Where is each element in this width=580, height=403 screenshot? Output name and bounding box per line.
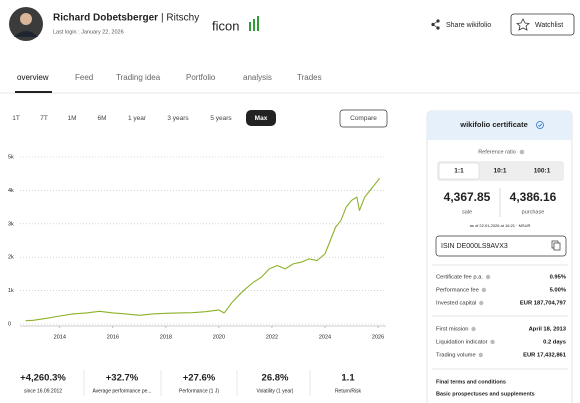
stat-value: +32.7% bbox=[106, 373, 139, 384]
performance-line bbox=[25, 177, 381, 322]
info-icon bbox=[478, 352, 483, 358]
row-value: 5.00% bbox=[550, 288, 566, 294]
range-button[interactable]: 1M bbox=[67, 115, 76, 122]
logo-bars bbox=[249, 16, 259, 31]
info-icon bbox=[481, 287, 487, 293]
tab[interactable]: Portfolio bbox=[186, 73, 216, 82]
row-label: Trading volume bbox=[436, 353, 476, 359]
range-button[interactable]: 7T bbox=[40, 115, 48, 122]
purchase-price: 4,386.16 bbox=[510, 190, 557, 204]
x-tick-label: 2018 bbox=[160, 334, 172, 340]
row-label: Certificate fee p.a. bbox=[436, 275, 483, 281]
x-tick-label: 2014 bbox=[54, 334, 66, 340]
range-button[interactable]: 3 years bbox=[167, 115, 189, 122]
tab[interactable]: analysis bbox=[243, 73, 272, 82]
watchlist-label: Watchlist bbox=[535, 22, 563, 29]
ratio-option[interactable]: 10:1 bbox=[493, 168, 506, 175]
reference-ratio-label: Reference ratio bbox=[478, 149, 516, 155]
user-nickname: | Ritschy bbox=[161, 13, 199, 24]
avatar-face bbox=[20, 13, 32, 25]
stat-label: Volatility (1 year) bbox=[257, 388, 294, 394]
verified-check bbox=[538, 123, 543, 127]
range-button[interactable]: Max bbox=[255, 115, 268, 122]
info-icon bbox=[519, 149, 525, 155]
stat-label: Performance (1 J) bbox=[179, 388, 219, 394]
ratio-selected bbox=[438, 162, 480, 180]
user-name: Richard Dobetsberger bbox=[53, 13, 158, 24]
sale-price: 4,367.85 bbox=[444, 190, 491, 204]
logo: ficon bbox=[212, 18, 239, 33]
stat-value: 26.8% bbox=[262, 373, 289, 384]
star-icon bbox=[516, 18, 530, 31]
sale-label: sale bbox=[462, 209, 472, 215]
row-label: Performance fee bbox=[436, 288, 479, 294]
y-tick-label: 0 bbox=[8, 321, 11, 327]
compare-button[interactable] bbox=[339, 109, 388, 128]
range-button[interactable]: 5 years bbox=[210, 115, 232, 122]
stat-value: +4,260.3% bbox=[20, 373, 66, 384]
x-tick-label: 2022 bbox=[266, 334, 278, 340]
tab[interactable]: Feed bbox=[75, 73, 93, 82]
y-tick-label: 2k bbox=[8, 255, 14, 261]
isin: ISIN DE000LS9AVX3 bbox=[441, 243, 508, 250]
stat-label: Return/Risk bbox=[335, 388, 362, 394]
stat-label: since 16.09.2012 bbox=[24, 388, 62, 394]
range-button[interactable]: 1 year bbox=[128, 115, 147, 122]
price-timestamp: as of 22.01.2026 at 16:21 · MSUR bbox=[470, 223, 531, 228]
y-tick-label: 5k bbox=[8, 154, 14, 160]
x-tick-label: 2026 bbox=[372, 334, 384, 340]
row-label: Invested capital bbox=[436, 301, 476, 307]
isin-box[interactable] bbox=[435, 235, 567, 257]
x-tick-label: 2024 bbox=[319, 334, 331, 340]
share-icon bbox=[431, 19, 440, 30]
purchase-label: purchase bbox=[522, 209, 545, 215]
y-tick-label: 4k bbox=[8, 188, 14, 194]
last-login: Last login : January 22, 2026 bbox=[53, 29, 124, 35]
document-link[interactable]: Final terms and conditions bbox=[436, 379, 506, 385]
x-tick-label: 2016 bbox=[107, 334, 119, 340]
stat-value: 1.1 bbox=[341, 373, 355, 384]
tab[interactable]: overview bbox=[17, 73, 49, 82]
row-value: 0.2 days bbox=[543, 340, 566, 346]
info-icon bbox=[479, 300, 484, 306]
stat-value: +27.6% bbox=[183, 373, 216, 384]
y-tick-label: 3k bbox=[8, 221, 14, 227]
stat-label: Average performance pe... bbox=[92, 388, 151, 394]
verified-icon bbox=[536, 121, 544, 129]
row-label: Liquidation indicator bbox=[436, 340, 488, 346]
row-value: EUR 17,432,861 bbox=[523, 353, 567, 359]
avatar-body bbox=[14, 31, 38, 37]
document-link[interactable]: Basic prospectuses and supplements bbox=[436, 391, 535, 397]
ratio-option[interactable]: 100:1 bbox=[534, 168, 551, 175]
compare-label: Compare bbox=[350, 115, 377, 122]
tab[interactable]: Trades bbox=[297, 73, 322, 82]
info-icon bbox=[490, 339, 495, 345]
active-tab-underline bbox=[15, 91, 52, 93]
range-button[interactable]: 6M bbox=[97, 115, 106, 122]
copy-icon-front bbox=[553, 242, 561, 251]
row-value: 0.95% bbox=[550, 275, 566, 281]
active-range-bg bbox=[246, 110, 276, 126]
range-button[interactable]: 1T bbox=[12, 115, 20, 122]
info-icon bbox=[471, 326, 476, 332]
certificate-title: wikifolio certificate bbox=[459, 120, 528, 129]
x-tick-label: 2020 bbox=[213, 334, 225, 340]
y-tick-label: 1k bbox=[8, 288, 14, 294]
row-label: First mission bbox=[436, 327, 469, 333]
info-icon bbox=[485, 274, 491, 280]
row-value: EUR 187,704,797 bbox=[520, 301, 566, 307]
share-button[interactable]: Share wikifolio bbox=[446, 22, 491, 29]
certificate-header bbox=[427, 111, 572, 140]
tab[interactable]: Trading idea bbox=[116, 73, 161, 82]
row-value: April 18, 2013 bbox=[529, 327, 567, 333]
ratio-option[interactable]: 1:1 bbox=[454, 168, 464, 175]
